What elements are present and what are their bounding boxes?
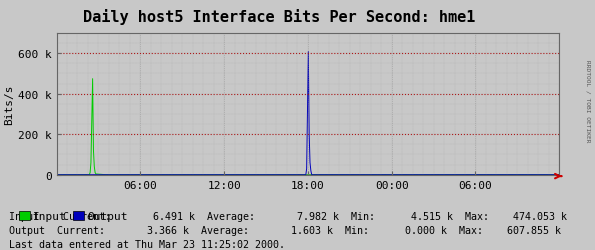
Legend: Input, Output: Input, Output [14,207,132,226]
Y-axis label: Bits/s: Bits/s [4,84,14,124]
Text: Output  Current:       3.366 k  Average:       1.603 k  Min:      0.000 k  Max: : Output Current: 3.366 k Average: 1.603 k… [9,225,561,235]
Text: RRDTOOL / TOBI OETIKER: RRDTOOL / TOBI OETIKER [585,60,590,142]
Text: Input    Current:       6.491 k  Average:       7.982 k  Min:      4.515 k  Max:: Input Current: 6.491 k Average: 7.982 k … [9,211,567,221]
Text: Daily host5 Interface Bits Per Second: hme1: Daily host5 Interface Bits Per Second: h… [83,9,476,25]
Text: Last data entered at Thu Mar 23 11:25:02 2000.: Last data entered at Thu Mar 23 11:25:02… [9,239,285,249]
